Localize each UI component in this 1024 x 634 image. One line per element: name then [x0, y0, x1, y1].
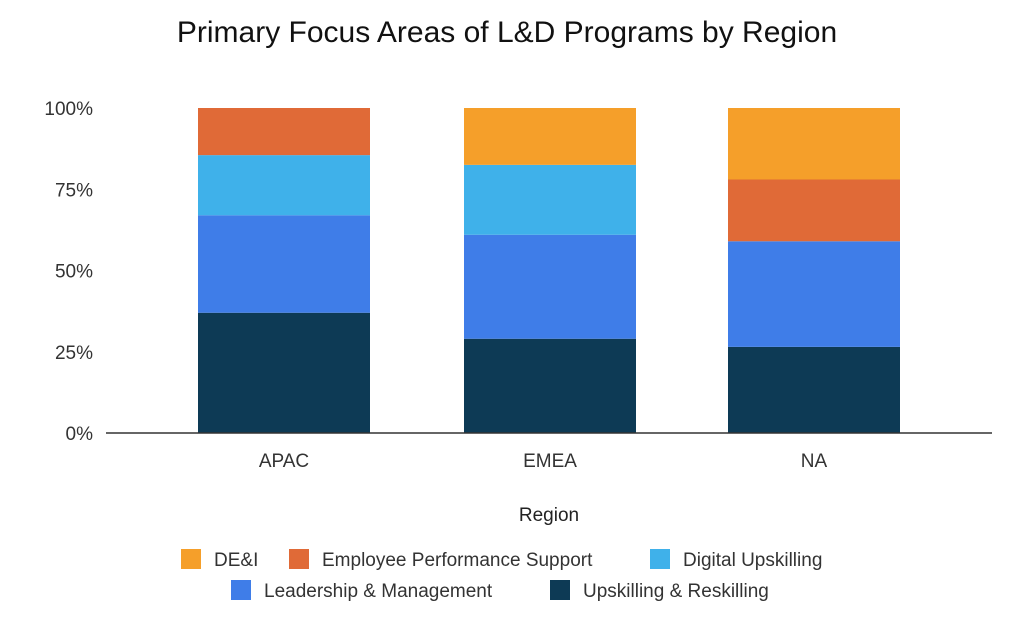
bar-segment-emea-deandi: [464, 108, 636, 165]
y-axis-ticks: 0% 25% 50% 75% 100%: [44, 99, 93, 445]
legend-swatch-employee-performance-support: [289, 549, 309, 569]
bar-segment-na-employee-performance-support: [728, 179, 900, 242]
bar-segment-na-leadership-and-management: [728, 241, 900, 347]
y-tick-label: 75%: [55, 180, 93, 201]
y-tick-label: 25%: [55, 343, 93, 364]
bar-segment-emea-upskilling-and-reskilling: [464, 338, 636, 433]
legend-swatch-deandi: [181, 549, 201, 569]
chart-title: Primary Focus Areas of L&D Programs by R…: [177, 16, 837, 49]
x-axis-label: Region: [519, 505, 579, 526]
legend-label-employee-performance-support: Employee Performance Support: [322, 550, 593, 571]
y-tick-label: 0%: [66, 424, 94, 445]
bar-segment-na-upskilling-and-reskilling: [728, 346, 900, 433]
legend-swatch-leadership-and-management: [231, 580, 251, 600]
legend-label-digital-upskilling: Digital Upskilling: [683, 550, 822, 571]
x-axis-ticks: APAC EMEA NA: [259, 451, 828, 472]
y-tick-label: 100%: [44, 99, 93, 120]
bars: [198, 108, 900, 433]
legend-swatch-digital-upskilling: [650, 549, 670, 569]
y-tick-label: 50%: [55, 262, 93, 283]
x-tick-label-emea: EMEA: [523, 451, 577, 472]
x-tick-label-na: NA: [801, 451, 828, 472]
legend: DE&I Employee Performance Support Digital …: [181, 549, 822, 602]
bar-segment-apac-digital-upskilling: [198, 155, 370, 216]
bar-segment-apac-leadership-and-management: [198, 215, 370, 313]
bar-segment-apac-employee-performance-support: [198, 108, 370, 156]
bar-segment-emea-digital-upskilling: [464, 164, 636, 235]
legend-swatch-upskilling-and-reskilling: [550, 580, 570, 600]
x-tick-label-apac: APAC: [259, 451, 309, 472]
legend-label-upskilling-and-reskilling: Upskilling & Reskilling: [583, 581, 769, 602]
legend-label-leadership-and-management: Leadership & Management: [264, 581, 493, 602]
bar-segment-na-deandi: [728, 108, 900, 180]
legend-label-deandi: DE&I: [214, 550, 258, 571]
bar-segment-apac-upskilling-and-reskilling: [198, 312, 370, 433]
bar-segment-emea-leadership-and-management: [464, 234, 636, 339]
